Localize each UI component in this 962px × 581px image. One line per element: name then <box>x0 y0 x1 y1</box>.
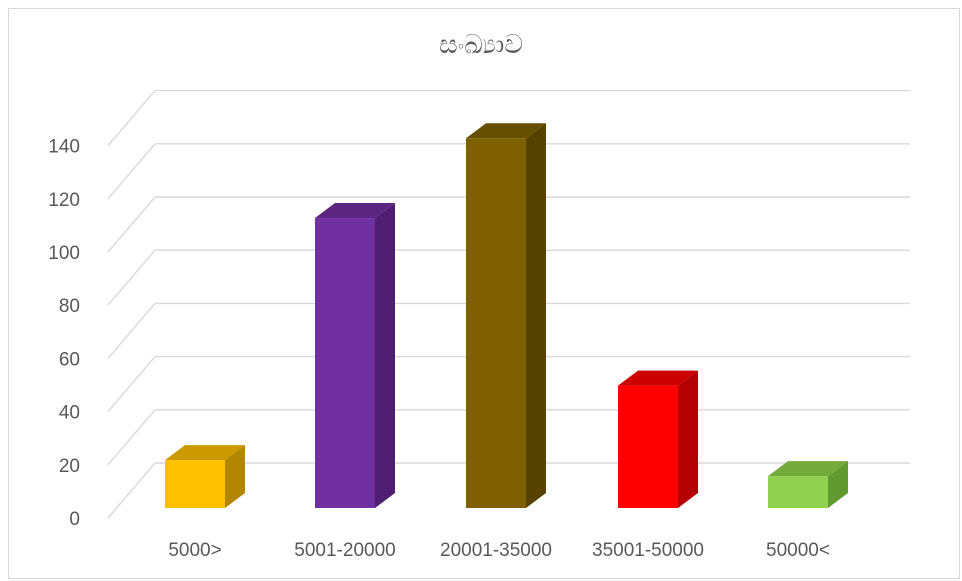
x-category-label: 5000> <box>168 540 221 561</box>
gridline <box>107 302 910 359</box>
gridline <box>107 355 910 413</box>
y-axis-ticks: 0 20 40 60 80 100 120 140 <box>48 137 80 530</box>
gridlines <box>107 89 910 519</box>
bar-front <box>618 385 678 508</box>
x-axis-labels: 5000> 5001-20000 20001-35000 35001-50000 500… <box>168 540 830 561</box>
bar-side <box>678 370 698 508</box>
x-category-label: 5001-20000 <box>294 540 395 561</box>
bar-top <box>315 203 395 219</box>
y-tick-label: 80 <box>59 296 80 317</box>
y-tick-label: 140 <box>48 137 80 158</box>
gridline <box>107 89 910 147</box>
bar-front <box>315 218 375 508</box>
gridline <box>107 249 910 306</box>
bar-0 <box>165 445 245 508</box>
bars <box>165 123 848 508</box>
bar-2 <box>466 123 546 508</box>
bar-front <box>768 476 828 508</box>
x-category-label: 20001-35000 <box>440 540 552 561</box>
y-tick-label: 0 <box>69 509 80 530</box>
bar-4 <box>768 461 848 508</box>
y-tick-label: 120 <box>48 190 80 211</box>
bar-top <box>768 461 848 477</box>
bar-front <box>165 460 225 508</box>
gridline <box>107 196 910 253</box>
bar-side <box>828 461 848 508</box>
y-tick-label: 60 <box>59 349 80 370</box>
x-category-label: 50000< <box>766 540 830 561</box>
bar-1 <box>315 203 395 508</box>
y-tick-label: 40 <box>59 403 80 424</box>
bar-top <box>466 123 546 139</box>
bar-side <box>375 203 395 508</box>
chart-title: සංඛ්‍යාව <box>438 30 524 60</box>
bar-top <box>618 370 698 386</box>
y-tick-label: 100 <box>48 243 80 264</box>
bar-side <box>526 123 546 508</box>
bar-3 <box>618 370 698 508</box>
bar-front <box>466 138 526 508</box>
y-tick-label: 20 <box>59 456 80 477</box>
bar-side <box>225 445 245 508</box>
x-category-label: 35001-50000 <box>592 540 704 561</box>
bar-top <box>165 445 245 461</box>
gridline <box>107 143 910 200</box>
